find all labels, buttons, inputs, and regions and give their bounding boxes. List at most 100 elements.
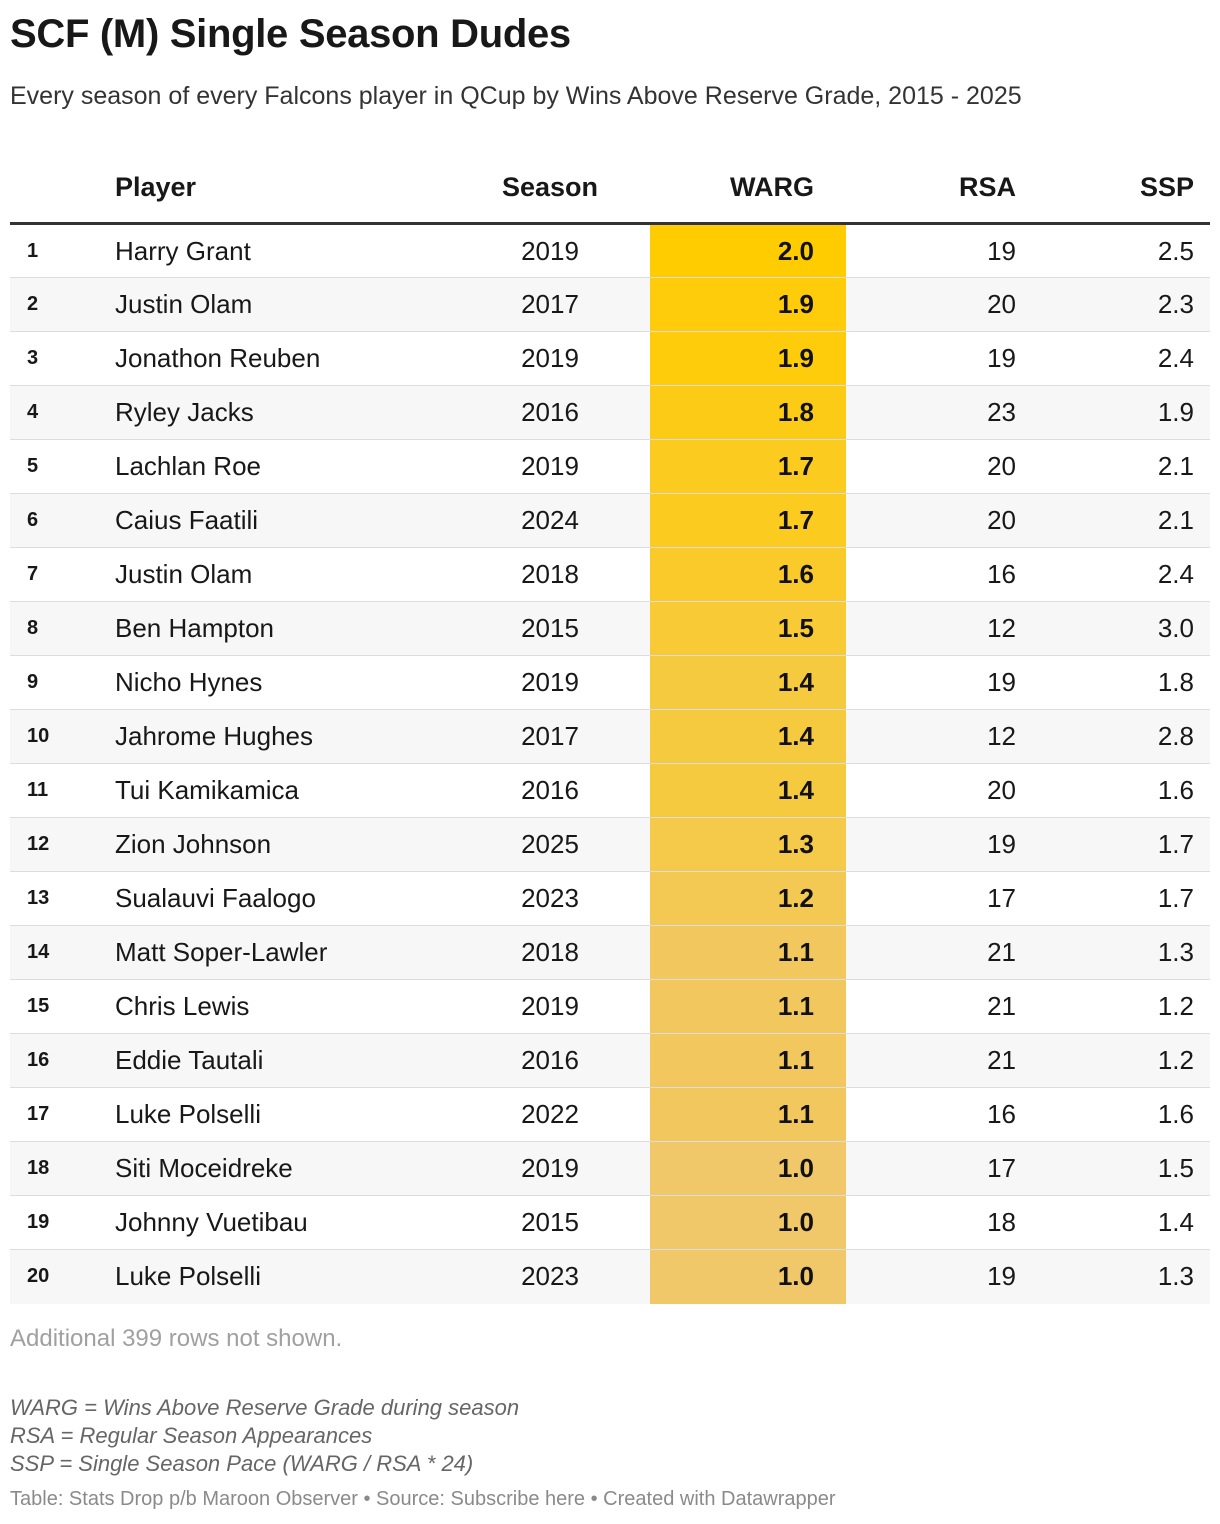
cell-season: 2019: [450, 331, 650, 386]
cell-ssp: 2.5: [1026, 223, 1210, 278]
cell-warg: 1.7: [650, 439, 846, 494]
cell-rank: 2: [10, 277, 115, 332]
table-row: 9 Nicho Hynes 2019 1.4 19 1.8: [10, 655, 1210, 710]
header-player[interactable]: Player: [115, 152, 450, 225]
table-row: 13 Sualauvi Faalogo 2023 1.2 17 1.7: [10, 871, 1210, 926]
header-ssp[interactable]: SSP: [1026, 152, 1210, 225]
cell-rank: 4: [10, 385, 115, 440]
table-row: 14 Matt Soper-Lawler 2018 1.1 21 1.3: [10, 925, 1210, 980]
cell-player: Lachlan Roe: [115, 439, 450, 494]
cell-rank: 3: [10, 331, 115, 386]
cell-rsa: 17: [846, 871, 1026, 926]
credits-line: Table: Stats Drop p/b Maroon Observer • …: [10, 1488, 836, 1510]
cell-ssp: 1.8: [1026, 655, 1210, 710]
cell-player: Eddie Tautali: [115, 1033, 450, 1088]
cell-ssp: 1.6: [1026, 763, 1210, 818]
cell-season: 2018: [450, 925, 650, 980]
cell-warg: 1.4: [650, 709, 846, 764]
cell-rsa: 12: [846, 709, 1026, 764]
cell-rank: 12: [10, 817, 115, 872]
cell-ssp: 2.8: [1026, 709, 1210, 764]
cell-player: Chris Lewis: [115, 979, 450, 1034]
cell-warg: 1.9: [650, 331, 846, 386]
cell-rsa: 21: [846, 979, 1026, 1034]
cell-warg: 1.8: [650, 385, 846, 440]
cell-player: Jahrome Hughes: [115, 709, 450, 764]
cell-player: Ben Hampton: [115, 601, 450, 656]
cell-ssp: 1.7: [1026, 871, 1210, 926]
footnotes: WARG = Wins Above Reserve Grade during s…: [10, 1394, 519, 1478]
header-rsa[interactable]: RSA: [846, 152, 1026, 225]
cell-rsa: 23: [846, 385, 1026, 440]
cell-rsa: 21: [846, 1033, 1026, 1088]
cell-rank: 19: [10, 1195, 115, 1250]
cell-rank: 5: [10, 439, 115, 494]
cell-rsa: 20: [846, 439, 1026, 494]
cell-ssp: 1.9: [1026, 385, 1210, 440]
cell-ssp: 1.5: [1026, 1141, 1210, 1196]
cell-ssp: 2.1: [1026, 493, 1210, 548]
cell-rsa: 19: [846, 331, 1026, 386]
cell-season: 2025: [450, 817, 650, 872]
data-table: Player Season WARG RSA SSP 1 Harry Grant 2…: [10, 152, 1210, 1304]
table-row: 4 Ryley Jacks 2016 1.8 23 1.9: [10, 385, 1210, 440]
table-row: 3 Jonathon Reuben 2019 1.9 19 2.4: [10, 331, 1210, 386]
cell-rsa: 21: [846, 925, 1026, 980]
cell-season: 2019: [450, 979, 650, 1034]
cell-warg: 2.0: [650, 223, 846, 278]
cell-season: 2016: [450, 763, 650, 818]
table-row: 1 Harry Grant 2019 2.0 19 2.5: [10, 223, 1210, 278]
table-header-row: Player Season WARG RSA SSP: [10, 152, 1210, 225]
cell-rank: 16: [10, 1033, 115, 1088]
cell-season: 2016: [450, 1033, 650, 1088]
table-row: 11 Tui Kamikamica 2016 1.4 20 1.6: [10, 763, 1210, 818]
table-row: 17 Luke Polselli 2022 1.1 16 1.6: [10, 1087, 1210, 1142]
cell-warg: 1.0: [650, 1195, 846, 1250]
cell-ssp: 1.4: [1026, 1195, 1210, 1250]
cell-rank: 17: [10, 1087, 115, 1142]
cell-rsa: 19: [846, 817, 1026, 872]
footnote-ssp: SSP = Single Season Pace (WARG / RSA * 2…: [10, 1451, 474, 1476]
cell-warg: 1.7: [650, 493, 846, 548]
table-row: 5 Lachlan Roe 2019 1.7 20 2.1: [10, 439, 1210, 494]
cell-warg: 1.4: [650, 655, 846, 710]
cell-ssp: 2.1: [1026, 439, 1210, 494]
cell-rank: 9: [10, 655, 115, 710]
cell-player: Zion Johnson: [115, 817, 450, 872]
table-row: 10 Jahrome Hughes 2017 1.4 12 2.8: [10, 709, 1210, 764]
cell-season: 2016: [450, 385, 650, 440]
cell-player: Tui Kamikamica: [115, 763, 450, 818]
table-row: 19 Johnny Vuetibau 2015 1.0 18 1.4: [10, 1195, 1210, 1250]
cell-ssp: 1.3: [1026, 925, 1210, 980]
cell-player: Harry Grant: [115, 223, 450, 278]
header-warg[interactable]: WARG: [650, 152, 846, 225]
cell-warg: 1.1: [650, 925, 846, 980]
chart-title: SCF (M) Single Season Dudes: [10, 12, 571, 56]
cell-warg: 1.1: [650, 1087, 846, 1142]
cell-rsa: 19: [987, 1261, 1016, 1292]
cell-player: Caius Faatili: [115, 493, 450, 548]
cell-ssp: 2.4: [1026, 547, 1210, 602]
cell-rank: 13: [10, 871, 115, 926]
cell-ssp: 2.4: [1026, 331, 1210, 386]
cell-rsa: 18: [846, 1195, 1026, 1250]
cell-rank: 1: [10, 223, 115, 278]
header-season[interactable]: Season: [450, 152, 650, 225]
cell-player: Justin Olam: [115, 277, 450, 332]
cell-rsa: 19: [846, 655, 1026, 710]
cell-season: 2019: [450, 655, 650, 710]
cell-warg: 1.5: [650, 601, 846, 656]
cell-season: 2015: [450, 601, 650, 656]
cell-rsa: 19: [846, 223, 1026, 278]
footnote-warg: WARG = Wins Above Reserve Grade during s…: [10, 1395, 520, 1420]
cell-player: Nicho Hynes: [115, 655, 450, 710]
cell-ssp: 1.7: [1026, 817, 1210, 872]
cell-player: Justin Olam: [115, 547, 450, 602]
cell-ssp: 2.3: [1026, 277, 1210, 332]
table-row: 20 Luke Polselli 2023 1.0 19 1.3: [10, 1249, 1210, 1304]
cell-season: 2022: [450, 1087, 650, 1142]
cell-player: Luke Polselli: [115, 1087, 450, 1142]
rows-not-shown-note: Additional 399 rows not shown.: [10, 1325, 343, 1352]
table-body: 1 Harry Grant 2019 2.0 19 2.5 2 Justin Olam 2017…: [10, 223, 1210, 1304]
cell-warg: 1.4: [650, 763, 846, 818]
